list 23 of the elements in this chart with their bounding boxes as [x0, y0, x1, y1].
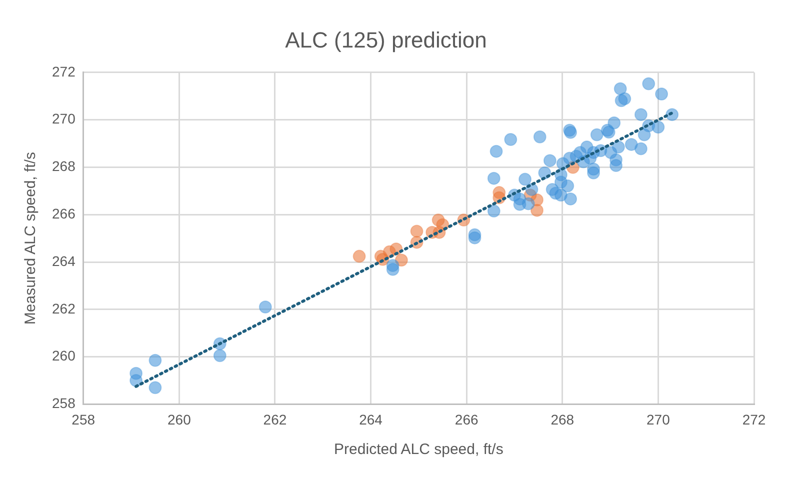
x-tick-label: 270 [646, 411, 670, 428]
chart-title: ALC (125) prediction [285, 27, 487, 52]
point [410, 224, 424, 238]
point [352, 250, 366, 263]
y-tick-label: 270 [52, 110, 76, 127]
y-tick-label: 266 [52, 205, 76, 222]
y-tick-label: 272 [52, 63, 76, 80]
x-tick-label: 268 [550, 411, 574, 428]
x-tick-label: 258 [72, 411, 96, 428]
y-tick-label: 260 [52, 348, 76, 364]
x-tick-label: 262 [263, 411, 287, 428]
x-axis-title: Predicted ALC speed, ft/s [334, 441, 504, 458]
x-tick-label: 266 [454, 411, 478, 428]
point [394, 254, 408, 267]
y-tick-label: 258 [52, 395, 76, 412]
x-tick-label: 272 [742, 411, 766, 428]
y-tick-label: 262 [52, 300, 76, 316]
x-tick-label: 264 [359, 411, 383, 428]
point [530, 204, 544, 217]
y-tick-label: 268 [52, 158, 76, 174]
y-tick-label: 264 [52, 252, 76, 269]
y-axis-title: Measured ALC speed, ft/s [22, 152, 40, 325]
x-tick-label: 260 [167, 411, 192, 428]
